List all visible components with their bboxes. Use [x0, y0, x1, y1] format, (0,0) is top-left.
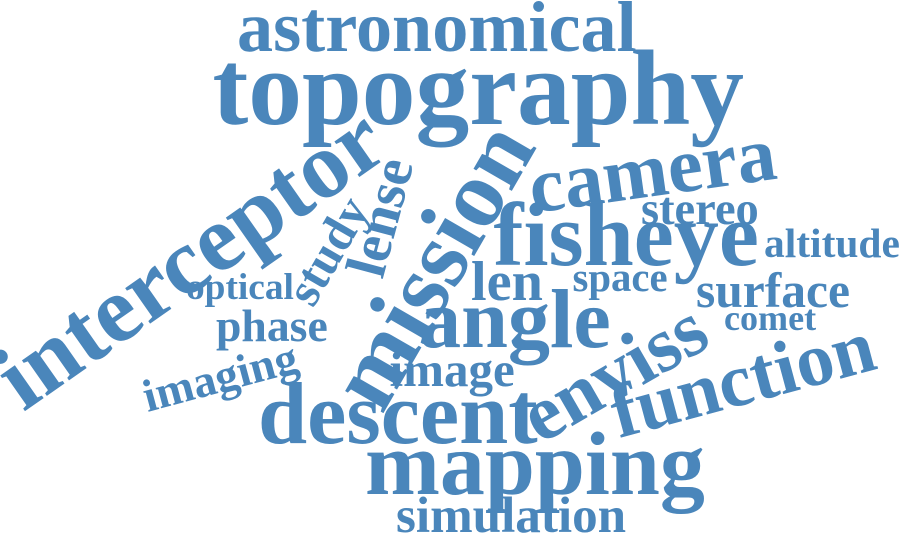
word-topography: topography: [212, 28, 744, 148]
word-descent: descent: [258, 365, 538, 463]
word-len: len: [471, 251, 543, 313]
word-fisheye: fisheye: [493, 186, 759, 285]
word-altitude: altitude: [764, 219, 900, 266]
word-simulation: simulation: [396, 486, 627, 538]
word-mapping: mapping: [365, 415, 705, 514]
word-stereo: stereo: [641, 184, 759, 235]
word-optical: optical: [186, 266, 294, 308]
word-comet: comet: [724, 298, 817, 338]
word-astronomical: astronomical: [237, 0, 637, 67]
word-angle: angle: [419, 273, 611, 366]
word-phase: phase: [216, 300, 328, 351]
word-space: space: [572, 254, 668, 300]
word-image: image: [389, 341, 515, 397]
word-surface: surface: [696, 263, 850, 318]
